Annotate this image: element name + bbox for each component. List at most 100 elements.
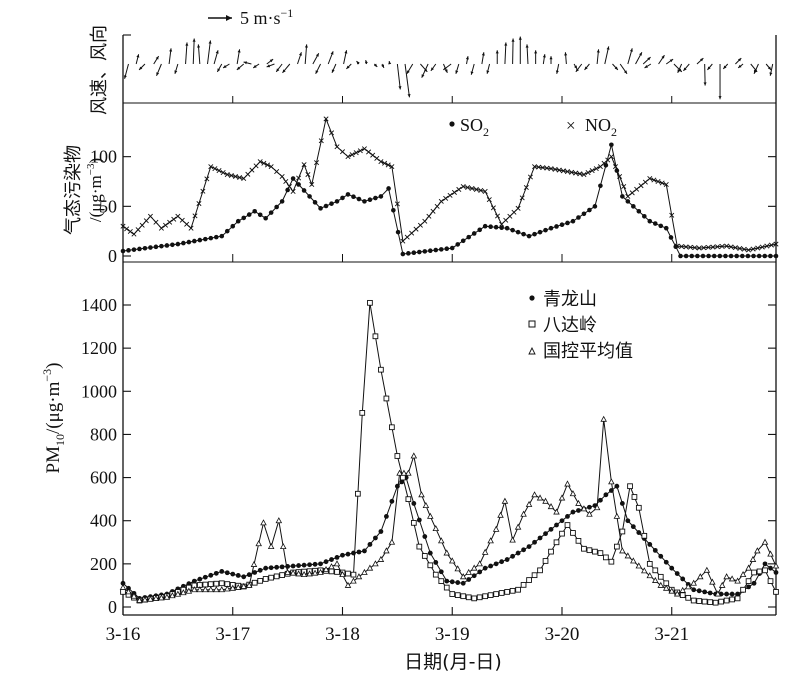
legend-no2-label: NO2 bbox=[585, 115, 617, 139]
pm-y-tick-label-0: 0 bbox=[108, 597, 117, 617]
wind-vector-head-71 bbox=[678, 68, 682, 72]
wind-vector-head-7 bbox=[185, 42, 189, 46]
gas-point-NO2-50 bbox=[334, 144, 340, 150]
gas-point-NO2-148 bbox=[755, 245, 761, 251]
gas-point-SO2-63 bbox=[466, 234, 472, 240]
gas-point-NO2-86 bbox=[490, 205, 496, 211]
gas-point-NO2-16 bbox=[188, 225, 194, 231]
gas-point-SO2-16 bbox=[208, 235, 214, 241]
wind-vector-23 bbox=[304, 44, 308, 65]
pm-point-青龙山-44 bbox=[362, 548, 367, 554]
gas-point-NO2-57 bbox=[366, 149, 372, 155]
pm-point-国控平均值-89 bbox=[613, 512, 621, 519]
pm10-panel: 0 200 400 600 800 1000 1200 1400 bbox=[81, 295, 780, 617]
pm-point-八达岭-111 bbox=[729, 596, 735, 603]
gas-point-NO2-38 bbox=[279, 174, 285, 180]
gas-point-NO2-32 bbox=[253, 163, 259, 169]
pm-point-青龙山-22 bbox=[241, 574, 247, 580]
gas-point-SO2-70 bbox=[504, 225, 510, 231]
pm-point-八达岭-102 bbox=[679, 592, 686, 598]
pm-point-八达岭-105 bbox=[696, 598, 703, 604]
gas-point-NO2-23 bbox=[216, 168, 222, 174]
pm-point-国控平均值-41 bbox=[344, 581, 352, 588]
gas-point-NO2-115 bbox=[608, 154, 614, 160]
wind-vector-head-63 bbox=[614, 66, 618, 70]
wind-vector-head-59 bbox=[575, 68, 579, 72]
pm-point-青龙山-63 bbox=[466, 577, 472, 582]
gas-point-NO2-100 bbox=[548, 166, 554, 172]
pm-point-八达岭-117 bbox=[762, 567, 768, 574]
pm-point-八达岭-97 bbox=[652, 567, 659, 574]
wind-vector-head-73 bbox=[683, 67, 687, 71]
pm-point-国控平均值-7 bbox=[158, 594, 165, 601]
gas-point-SO2-32 bbox=[296, 182, 301, 187]
pm-point-青龙山-56 bbox=[427, 550, 433, 556]
pm-point-国控平均值-18 bbox=[218, 586, 226, 593]
wind-vector-head-68 bbox=[644, 64, 648, 68]
pm-point-国控平均值-37 bbox=[322, 565, 330, 573]
pm-point-国控平均值-95 bbox=[646, 572, 654, 579]
gas-point-NO2-15 bbox=[184, 221, 190, 227]
gas-point-SO2-68 bbox=[493, 224, 499, 230]
pm-point-国控平均值-29 bbox=[279, 542, 287, 549]
wind-vector-36 bbox=[404, 63, 410, 98]
gas-point-SO2-108 bbox=[711, 253, 717, 259]
pm-point-青龙山-99 bbox=[663, 559, 669, 565]
pm-point-八达岭-29 bbox=[279, 572, 285, 578]
gas-point-NO2-88 bbox=[499, 221, 505, 227]
gas-point-SO2-74 bbox=[526, 233, 532, 239]
pm-point-八达岭-16 bbox=[207, 581, 214, 587]
pm-point-国控平均值-67 bbox=[487, 537, 494, 544]
pm-point-八达岭-46 bbox=[372, 333, 379, 340]
wind-ylabel: 风速、风向 bbox=[89, 25, 110, 115]
pm-point-青龙山-61 bbox=[455, 580, 461, 585]
gas-line-SO2 bbox=[122, 144, 776, 257]
pm-point-国控平均值-42 bbox=[350, 577, 357, 584]
pm-point-国控平均值-82 bbox=[569, 490, 577, 497]
pm-point-国控平均值-97 bbox=[657, 581, 665, 588]
gas-point-SO2-50 bbox=[395, 229, 401, 235]
gas-point-SO2-31 bbox=[290, 176, 296, 181]
pm-point-国控平均值-11 bbox=[180, 589, 187, 596]
wind-vector-head-82 bbox=[753, 70, 757, 74]
pm-point-八达岭-89 bbox=[608, 558, 615, 565]
pm-point-国控平均值-3 bbox=[136, 596, 143, 603]
wind-vector-head-2 bbox=[139, 66, 143, 70]
gas-point-SO2-76 bbox=[537, 229, 543, 235]
pm-point-八达岭-107 bbox=[707, 599, 714, 605]
gas-point-SO2-61 bbox=[455, 242, 461, 247]
wind-vector-head-5 bbox=[169, 48, 173, 52]
wind-vector-head-24 bbox=[315, 53, 319, 57]
wind-vector-head-58 bbox=[574, 65, 578, 69]
pm-point-八达岭-115 bbox=[751, 569, 757, 576]
pm-point-国控平均值-114 bbox=[749, 555, 757, 562]
gas-point-SO2-28 bbox=[274, 204, 279, 210]
gas-y-tick-label-1: 50 bbox=[99, 196, 117, 216]
pm-point-国控平均值-85 bbox=[586, 510, 593, 517]
gas-point-SO2-83 bbox=[576, 215, 581, 220]
pm-point-青龙山-18 bbox=[219, 569, 225, 574]
pm-point-青龙山-21 bbox=[235, 573, 241, 578]
legend-qinglongshan-label: 青龙山 bbox=[543, 289, 597, 310]
pm-point-国控平均值-66 bbox=[481, 548, 489, 555]
wind-vector-head-41 bbox=[444, 69, 448, 73]
pm-point-国控平均值-20 bbox=[229, 584, 237, 591]
pm-point-青龙山-64 bbox=[471, 573, 477, 579]
wind-vector-head-50 bbox=[511, 38, 515, 42]
gas-point-NO2-133 bbox=[687, 244, 693, 250]
pm-point-八达岭-24 bbox=[251, 579, 258, 586]
gas-point-NO2-34 bbox=[261, 160, 267, 166]
gas-point-SO2-100 bbox=[668, 235, 674, 240]
gas-point-SO2-13 bbox=[192, 238, 197, 244]
pm-point-国控平均值-25 bbox=[255, 540, 262, 547]
wind-vector-head-8 bbox=[192, 38, 196, 42]
pm-point-八达岭-88 bbox=[603, 554, 609, 561]
gas-point-SO2-54 bbox=[417, 249, 422, 255]
gas-point-NO2-33 bbox=[257, 159, 263, 165]
legend-badaling-label: 八达岭 bbox=[543, 315, 597, 336]
pm-point-八达岭-66 bbox=[482, 593, 489, 600]
pm-point-国控平均值-58 bbox=[437, 537, 445, 544]
gas-point-NO2-142 bbox=[728, 244, 734, 250]
gas-point-NO2-75 bbox=[443, 195, 449, 201]
pm-point-国控平均值-73 bbox=[520, 510, 527, 517]
